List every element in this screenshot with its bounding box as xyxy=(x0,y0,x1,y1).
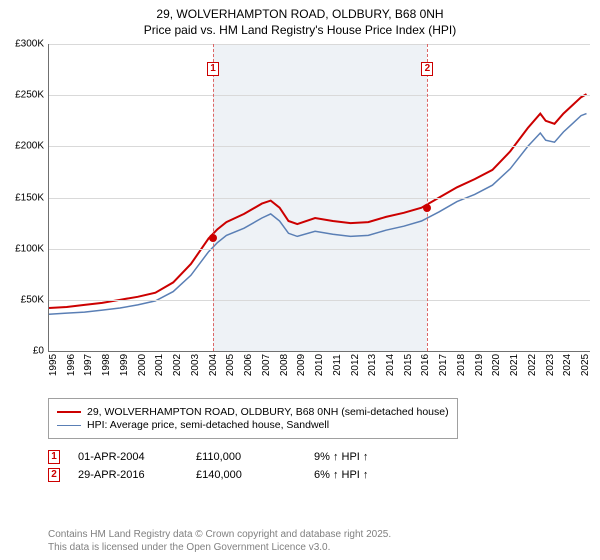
x-tick-label: 2021 xyxy=(509,354,520,376)
x-tick-label: 2014 xyxy=(385,354,396,376)
x-tick-label: 2006 xyxy=(243,354,254,376)
chart-address: 29, WOLVERHAMPTON ROAD, OLDBURY, B68 0NH xyxy=(0,6,600,22)
x-tick-label: 2009 xyxy=(296,354,307,376)
legend-swatch xyxy=(57,411,81,413)
transaction-date: 01-APR-2004 xyxy=(78,451,178,463)
gridline xyxy=(49,198,590,199)
x-tick-label: 2012 xyxy=(350,354,361,376)
x-tick-label: 2011 xyxy=(332,354,343,376)
transaction-marker: 2 xyxy=(48,468,60,482)
transactions-table: 1 01-APR-2004 £110,000 9% ↑ HPI 2 29-APR-2016… xyxy=(48,446,414,486)
x-tick-label: 2013 xyxy=(367,354,378,376)
x-tick-label: 2016 xyxy=(420,354,431,376)
x-tick-label: 2007 xyxy=(261,354,272,376)
footer: Contains HM Land Registry data © Crown c… xyxy=(48,528,391,554)
up-arrow-icon: ↑ xyxy=(333,451,339,463)
y-tick-label: £250K xyxy=(4,90,44,101)
chart-subtitle: Price paid vs. HM Land Registry's House … xyxy=(0,22,600,38)
marker-label: 2 xyxy=(421,62,433,76)
x-tick-label: 1999 xyxy=(119,354,130,376)
x-tick-label: 2025 xyxy=(580,354,591,376)
gridline xyxy=(49,95,590,96)
x-tick-label: 2023 xyxy=(545,354,556,376)
legend: 29, WOLVERHAMPTON ROAD, OLDBURY, B68 0NH… xyxy=(48,398,458,439)
x-tick-label: 2024 xyxy=(562,354,573,376)
x-tick-label: 2020 xyxy=(491,354,502,376)
legend-item: HPI: Average price, semi-detached house,… xyxy=(57,419,449,431)
gridline xyxy=(49,249,590,250)
x-tick-label: 2017 xyxy=(438,354,449,376)
x-tick-label: 2003 xyxy=(190,354,201,376)
transaction-change: 6% ↑ HPI xyxy=(314,469,414,481)
x-tick-label: 2010 xyxy=(314,354,325,376)
gridline xyxy=(49,146,590,147)
y-tick-label: £0 xyxy=(4,346,44,357)
y-tick-label: £300K xyxy=(4,39,44,50)
plot-area: 12 xyxy=(48,44,590,352)
transaction-row: 1 01-APR-2004 £110,000 9% ↑ HPI xyxy=(48,450,414,464)
footer-line2: This data is licensed under the Open Gov… xyxy=(48,541,391,554)
legend-swatch xyxy=(57,425,81,426)
x-tick-label: 2008 xyxy=(279,354,290,376)
chart-title-block: 29, WOLVERHAMPTON ROAD, OLDBURY, B68 0NH… xyxy=(0,0,600,38)
x-tick-label: 2019 xyxy=(474,354,485,376)
legend-item: 29, WOLVERHAMPTON ROAD, OLDBURY, B68 0NH… xyxy=(57,406,449,418)
transaction-point xyxy=(209,234,217,242)
y-tick-label: £100K xyxy=(4,243,44,254)
x-tick-label: 2002 xyxy=(172,354,183,376)
x-tick-label: 1997 xyxy=(83,354,94,376)
transaction-date: 29-APR-2016 xyxy=(78,469,178,481)
x-tick-label: 2022 xyxy=(527,354,538,376)
series-line xyxy=(49,114,587,315)
transaction-row: 2 29-APR-2016 £140,000 6% ↑ HPI xyxy=(48,468,414,482)
x-tick-label: 2004 xyxy=(208,354,219,376)
x-tick-label: 2015 xyxy=(403,354,414,376)
gridline xyxy=(49,44,590,45)
series-line xyxy=(49,94,587,308)
gridline xyxy=(49,300,590,301)
x-tick-label: 2000 xyxy=(137,354,148,376)
y-tick-label: £50K xyxy=(4,294,44,305)
vertical-marker-line xyxy=(427,44,428,351)
chart: 12 £0£50K£100K£150K£200K£250K£300K199519… xyxy=(6,44,594,388)
x-tick-label: 2001 xyxy=(154,354,165,376)
marker-label: 1 xyxy=(207,62,219,76)
transaction-price: £140,000 xyxy=(196,469,296,481)
footer-line1: Contains HM Land Registry data © Crown c… xyxy=(48,528,391,541)
x-tick-label: 1995 xyxy=(48,354,59,376)
up-arrow-icon: ↑ xyxy=(333,469,339,481)
transaction-price: £110,000 xyxy=(196,451,296,463)
legend-label: HPI: Average price, semi-detached house,… xyxy=(87,419,329,431)
vertical-marker-line xyxy=(213,44,214,351)
transaction-point xyxy=(423,204,431,212)
x-tick-label: 2018 xyxy=(456,354,467,376)
y-tick-label: £150K xyxy=(4,192,44,203)
legend-label: 29, WOLVERHAMPTON ROAD, OLDBURY, B68 0NH… xyxy=(87,406,449,418)
y-tick-label: £200K xyxy=(4,141,44,152)
x-tick-label: 1996 xyxy=(66,354,77,376)
x-tick-label: 2005 xyxy=(225,354,236,376)
transaction-marker: 1 xyxy=(48,450,60,464)
x-tick-label: 1998 xyxy=(101,354,112,376)
transaction-change: 9% ↑ HPI xyxy=(314,451,414,463)
